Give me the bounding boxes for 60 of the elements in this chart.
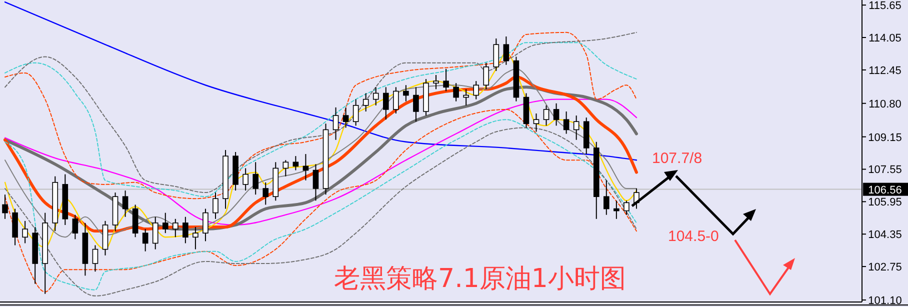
y-tick-label: 105.95 (868, 196, 902, 209)
candlestick (413, 86, 419, 122)
candlestick (362, 92, 369, 112)
text: 老黑策略7.1原油1小时图 (334, 264, 626, 294)
candlestick (573, 115, 580, 140)
candlestick (282, 160, 289, 177)
line-series (4, 1, 638, 161)
candlestick (192, 226, 198, 250)
candlestick (543, 104, 550, 126)
y-tick-label: 109.15 (868, 132, 902, 144)
candlestick (453, 82, 459, 102)
candlestick (382, 86, 389, 120)
candlestick (352, 98, 359, 126)
candlestick (372, 86, 379, 106)
candlestick (614, 200, 620, 220)
candlestick (242, 168, 248, 192)
candlestick (533, 113, 540, 132)
candlestick (152, 216, 158, 250)
candlestick (172, 218, 178, 238)
candlestick (503, 36, 510, 66)
candlestick (302, 154, 309, 181)
y-tick-label: 115.65 (868, 0, 902, 12)
candlestick (312, 164, 319, 202)
candlestick (604, 180, 610, 216)
candlestick (493, 38, 500, 72)
candlestick (22, 220, 28, 244)
y-tick-label: 114.05 (868, 32, 902, 44)
y-tick-label: 104.35 (868, 229, 902, 242)
candlestick (443, 68, 449, 92)
candlestick (342, 106, 349, 128)
candlestick (403, 84, 409, 102)
y-tick-label: 110.80 (868, 98, 902, 110)
candlestick (182, 216, 188, 244)
candlestick (92, 244, 98, 272)
y-tick-label: 112.45 (868, 64, 902, 77)
candlestick (483, 62, 490, 90)
candlestick (142, 228, 148, 252)
text: 104.5-0 (668, 228, 719, 245)
ref-line-label: 106.56 (868, 184, 902, 196)
candlestick (292, 156, 299, 171)
candlestick (212, 192, 218, 220)
candlestick (262, 182, 269, 206)
text: 107.7/8 (652, 150, 702, 167)
candlestick (252, 162, 258, 196)
candlestick (202, 208, 208, 242)
candlestick (332, 106, 339, 140)
y-tick-label: 107.55 (868, 164, 902, 176)
candlestick (2, 194, 8, 220)
y-tick-label: 102.75 (868, 262, 902, 274)
candlestick (72, 214, 78, 240)
candlestick (563, 110, 570, 134)
candlestick (433, 74, 439, 90)
candlestick (624, 200, 630, 216)
candlestick (122, 190, 128, 218)
y-tick-label: 101.10 (868, 294, 902, 307)
candlestick (473, 80, 480, 100)
candlestick (553, 102, 560, 126)
candlestick (463, 88, 469, 106)
candlestick (162, 212, 168, 234)
candlestick (393, 86, 399, 114)
